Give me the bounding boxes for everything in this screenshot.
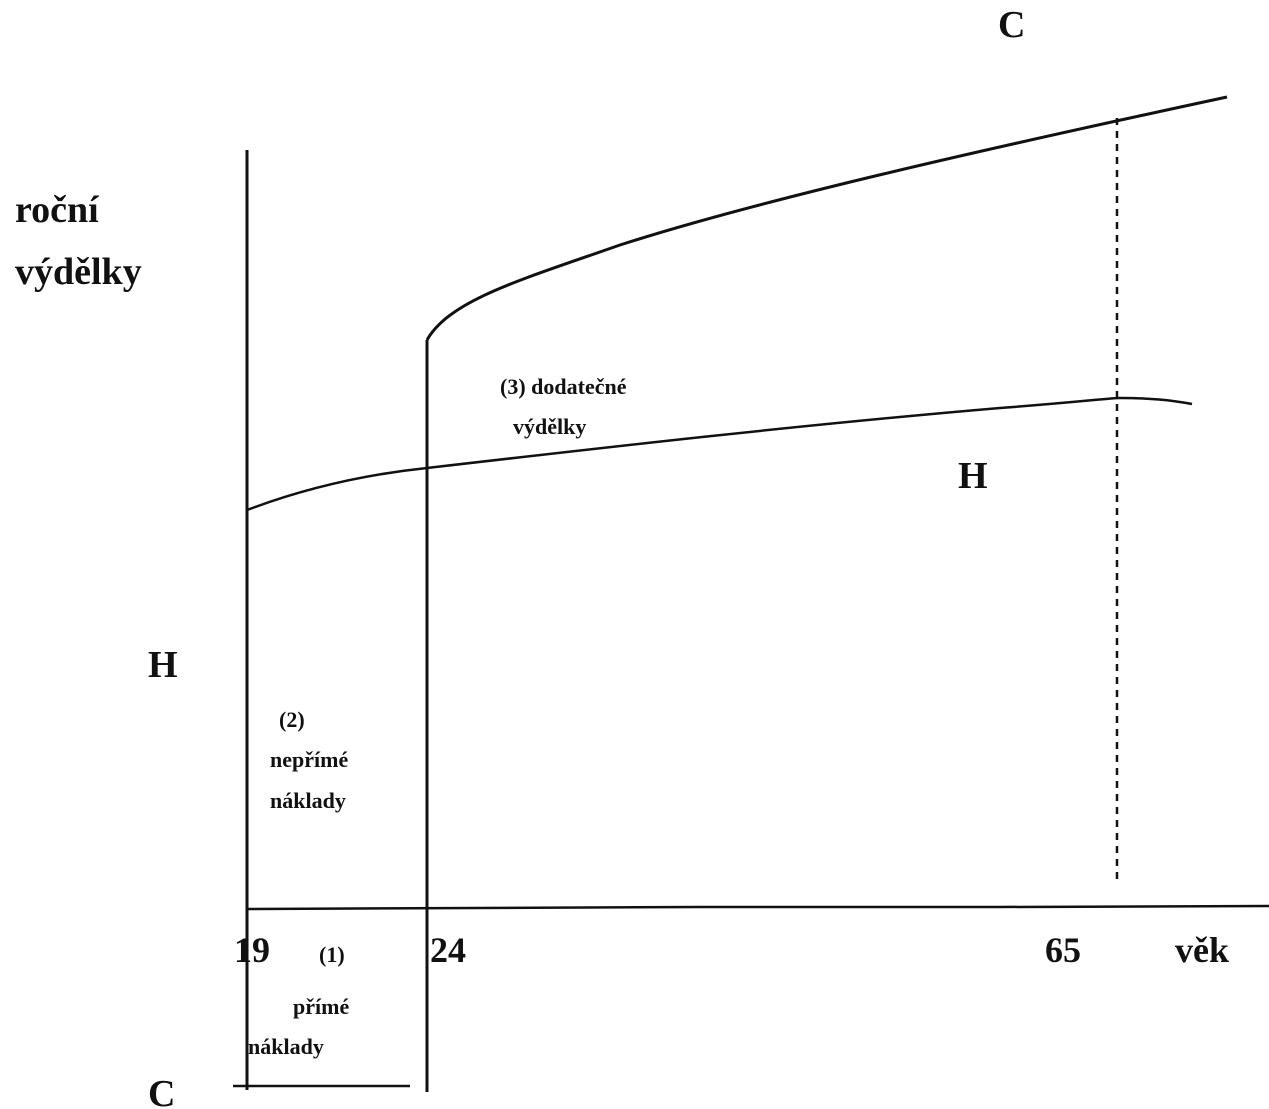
highschool-earnings-curve [246, 396, 1193, 512]
direct-costs-line2: náklady [248, 1034, 324, 1059]
tick-65: 65 [1045, 930, 1081, 970]
y-axis-label-line1: roční [15, 189, 100, 231]
tick-19: 19 [234, 930, 270, 970]
curve-c-label: C [998, 4, 1025, 46]
y-axis-label-line2: výdělky [15, 251, 142, 293]
indirect-costs-line1: nepřímé [270, 747, 348, 772]
indirect-costs-line2: náklady [270, 788, 346, 813]
additional-earnings-label-line2: výdělky [513, 414, 586, 439]
x-axis-label: věk [1175, 930, 1229, 970]
legend-c-label: C [148, 1073, 175, 1109]
curve-h-label: H [958, 455, 988, 497]
college-earnings-curve [425, 95, 1228, 341]
direct-costs-number: (1) [319, 942, 345, 967]
direct-costs-line1: přímé [293, 994, 349, 1019]
tick-24: 24 [430, 930, 466, 970]
indirect-costs-number: (2) [279, 707, 305, 732]
additional-earnings-label-line1: (3) dodatečné [500, 374, 627, 399]
x-axis-line [246, 904, 1269, 911]
legend-h-label: H [148, 644, 178, 686]
